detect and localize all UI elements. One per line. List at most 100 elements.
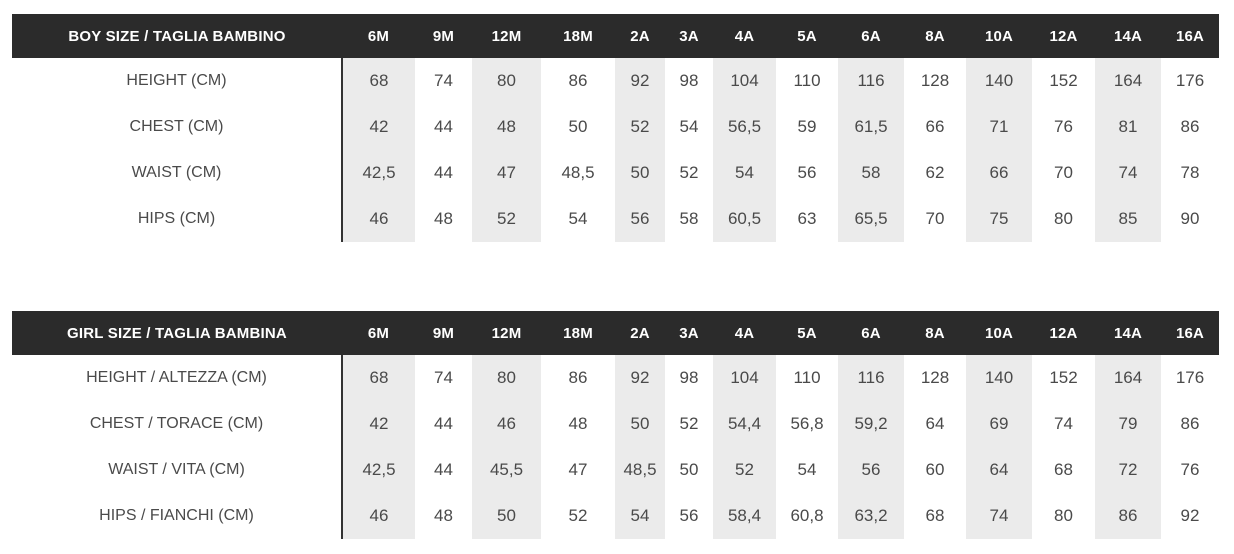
size-value-cell: 71 [966,104,1032,150]
size-value-cell: 54 [541,196,615,242]
size-value-cell: 66 [904,104,966,150]
size-value-cell: 66 [966,150,1032,196]
table-row: CHEST (CM) 42 44 48 50 52 54 56,5 59 61,5 66 71 76 81… [12,104,1219,150]
size-value-cell: 74 [415,58,472,104]
column-header-6m: 6M [342,14,415,58]
size-value-cell: 45,5 [472,447,541,493]
size-value-cell: 68 [341,355,415,401]
column-header-9m: 9M [415,14,472,58]
size-value-cell: 50 [615,150,665,196]
size-value-cell: 74 [966,493,1032,539]
size-value-cell: 52 [541,493,615,539]
size-value-cell: 48 [472,104,541,150]
size-value-cell: 52 [665,150,713,196]
size-value-cell: 86 [541,58,615,104]
size-value-cell: 104 [713,355,776,401]
size-value-cell: 46 [341,493,415,539]
column-header-12a: 12A [1032,311,1095,355]
size-value-cell: 116 [838,355,904,401]
column-header-8a: 8A [904,14,966,58]
column-header-5a: 5A [776,311,838,355]
column-header-10a: 10A [966,14,1032,58]
size-value-cell: 68 [904,493,966,539]
size-value-cell: 56 [665,493,713,539]
size-value-cell: 128 [904,355,966,401]
size-value-cell: 52 [665,401,713,447]
row-label: CHEST (CM) [12,104,342,150]
size-value-cell: 42 [341,104,415,150]
size-value-cell: 54 [665,104,713,150]
size-value-cell: 50 [665,447,713,493]
size-value-cell: 86 [1161,401,1219,447]
size-value-cell: 86 [1161,104,1219,150]
size-value-cell: 52 [713,447,776,493]
size-value-cell: 64 [966,447,1032,493]
boy-size-table: BOY SIZE / TAGLIA BAMBINO 6M 9M 12M 18M 2A 3A 4… [12,14,1219,242]
size-value-cell: 47 [472,150,541,196]
size-value-cell: 176 [1161,58,1219,104]
size-value-cell: 140 [966,58,1032,104]
column-header-6a: 6A [838,311,904,355]
size-value-cell: 42,5 [341,447,415,493]
column-header-18m: 18M [541,14,615,58]
size-value-cell: 61,5 [838,104,904,150]
size-value-cell: 50 [472,493,541,539]
girl-header-row: GIRL SIZE / TAGLIA BAMBINA 6M 9M 12M 18M 2A 3A… [12,311,1219,355]
table-row: HEIGHT / ALTEZZA (CM) 68 74 80 86 92 98 104 110 1… [12,355,1219,401]
size-value-cell: 52 [615,104,665,150]
size-value-cell: 44 [415,150,472,196]
size-value-cell: 75 [966,196,1032,242]
column-header-2a: 2A [615,311,665,355]
boy-table-title: BOY SIZE / TAGLIA BAMBINO [12,14,342,58]
size-value-cell: 48 [541,401,615,447]
boy-header-row: BOY SIZE / TAGLIA BAMBINO 6M 9M 12M 18M 2A 3A 4… [12,14,1219,58]
row-label: HIPS (CM) [12,196,342,242]
size-value-cell: 86 [1095,493,1161,539]
size-value-cell: 64 [904,401,966,447]
size-value-cell: 152 [1032,58,1095,104]
size-value-cell: 70 [904,196,966,242]
size-value-cell: 104 [713,58,776,104]
size-value-cell: 74 [415,355,472,401]
size-value-cell: 58,4 [713,493,776,539]
size-value-cell: 50 [615,401,665,447]
column-header-12a: 12A [1032,14,1095,58]
table-row: HIPS (CM) 46 48 52 54 56 58 60,5 63 65,5 70 75 80 85 9… [12,196,1219,242]
size-value-cell: 56 [615,196,665,242]
size-value-cell: 80 [472,58,541,104]
size-value-cell: 44 [415,401,472,447]
row-label: HEIGHT (CM) [12,58,342,104]
row-label: CHEST / TORACE (CM) [12,401,342,447]
size-value-cell: 59 [776,104,838,150]
size-value-cell: 76 [1032,104,1095,150]
column-header-16a: 16A [1161,14,1219,58]
size-value-cell: 48 [415,196,472,242]
size-value-cell: 92 [1161,493,1219,539]
size-value-cell: 85 [1095,196,1161,242]
size-value-cell: 90 [1161,196,1219,242]
size-value-cell: 65,5 [838,196,904,242]
size-value-cell: 63 [776,196,838,242]
size-value-cell: 52 [472,196,541,242]
column-header-5a: 5A [776,14,838,58]
size-value-cell: 63,2 [838,493,904,539]
size-value-cell: 92 [615,355,665,401]
size-value-cell: 80 [472,355,541,401]
size-value-cell: 48,5 [615,447,665,493]
column-header-8a: 8A [904,311,966,355]
row-label: WAIST / VITA (CM) [12,447,342,493]
size-value-cell: 110 [776,58,838,104]
column-header-4a: 4A [713,311,776,355]
size-value-cell: 79 [1095,401,1161,447]
size-value-cell: 44 [415,447,472,493]
row-label: WAIST (CM) [12,150,342,196]
size-value-cell: 72 [1095,447,1161,493]
table-row: WAIST (CM) 42,5 44 47 48,5 50 52 54 56 58 62 66 70 74… [12,150,1219,196]
column-header-3a: 3A [665,311,713,355]
size-value-cell: 54 [776,447,838,493]
size-value-cell: 74 [1032,401,1095,447]
column-header-16a: 16A [1161,311,1219,355]
size-value-cell: 48,5 [541,150,615,196]
size-value-cell: 68 [1032,447,1095,493]
